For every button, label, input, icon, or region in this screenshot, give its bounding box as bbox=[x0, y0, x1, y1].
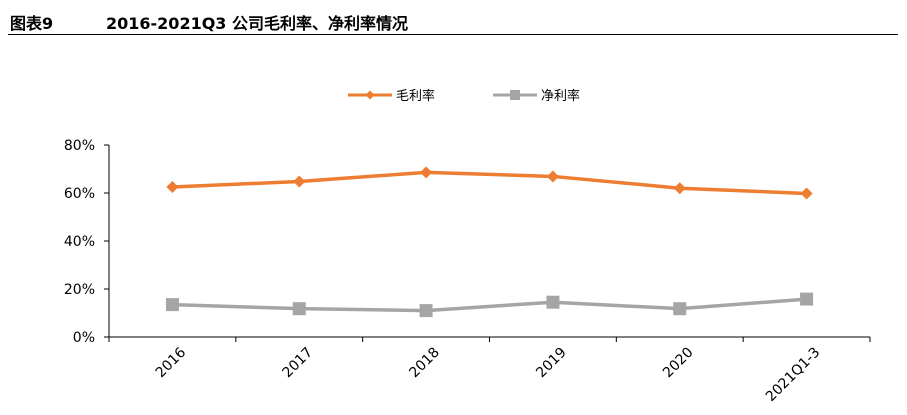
data-point-diamond bbox=[293, 175, 306, 188]
legend: 毛利率 净利率 bbox=[348, 88, 580, 104]
legend-marker-square bbox=[510, 90, 520, 100]
data-point-square bbox=[673, 302, 687, 316]
figure-title: 2016-2021Q3 公司毛利率、净利率情况 bbox=[106, 14, 409, 33]
legend-marker-diamond bbox=[365, 90, 375, 100]
y-tick-label: 0% bbox=[73, 330, 95, 346]
series-layer bbox=[165, 166, 814, 318]
x-tick-label: 2016 bbox=[153, 344, 190, 381]
x-tick-label: 2021Q1-3 bbox=[763, 345, 823, 405]
legend-label: 毛利率 bbox=[396, 88, 435, 104]
data-point-square bbox=[292, 302, 306, 316]
x-tick-label: 2018 bbox=[406, 345, 443, 382]
y-tick-label: 60% bbox=[64, 186, 95, 202]
figure-header: 图表9 2016-2021Q3 公司毛利率、净利率情况 bbox=[8, 8, 898, 35]
series-line bbox=[172, 170, 807, 196]
y-tick-label: 20% bbox=[64, 282, 95, 298]
y-tick-label: 40% bbox=[64, 234, 95, 250]
data-point-diamond bbox=[166, 181, 179, 193]
data-point-diamond bbox=[800, 187, 813, 200]
data-point-square bbox=[546, 295, 560, 309]
x-tick-label: 2017 bbox=[280, 345, 317, 382]
series-line bbox=[172, 297, 807, 313]
data-point-diamond bbox=[673, 182, 686, 195]
y-tick-label: 80% bbox=[64, 138, 95, 154]
data-point-square bbox=[800, 292, 814, 306]
data-point-diamond bbox=[546, 170, 559, 183]
legend-label: 净利率 bbox=[541, 88, 580, 104]
x-tick-label: 2019 bbox=[533, 345, 570, 382]
axes: 0% 20% 40% 60% 80% 2016 2017 2018 2019 2020 2021Q1… bbox=[64, 138, 871, 405]
data-point-square bbox=[165, 298, 179, 312]
x-tick-label: 2020 bbox=[660, 345, 697, 382]
figure-number: 图表9 bbox=[10, 14, 54, 33]
data-point-square bbox=[419, 304, 433, 318]
data-point-diamond bbox=[420, 166, 433, 179]
